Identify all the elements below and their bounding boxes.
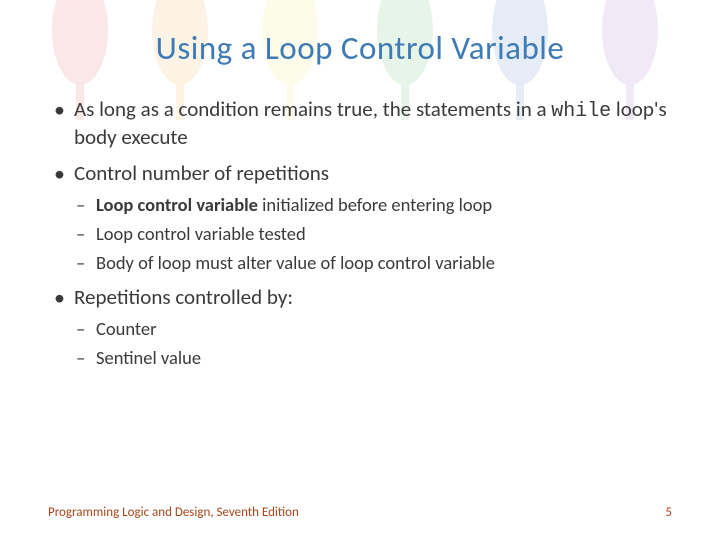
sub-rest: initialized before entering loop [258, 193, 492, 216]
footer-left: Programming Logic and Design, Seventh Ed… [48, 505, 299, 520]
sub-bullet-item: Counter [74, 317, 670, 341]
sub-bullet-item: Loop control variable tested [74, 222, 670, 246]
main-bullet-list: As long as a condition remains true, the… [50, 96, 670, 370]
bullet-text: Control number of repetitions [74, 160, 329, 186]
bullet-code: while [551, 99, 611, 122]
bullet-item: Control number of repetitions Loop contr… [50, 160, 670, 274]
bullet-item: As long as a condition remains true, the… [50, 96, 670, 150]
sub-bullet-item: Sentinel value [74, 346, 670, 370]
sub-bullet-item: Loop control variable initialized before… [74, 193, 670, 217]
sub-bullet-item: Body of loop must alter value of loop co… [74, 251, 670, 275]
bullet-text: Repetitions controlled by: [74, 284, 293, 310]
bullet-item: Repetitions controlled by: Counter Senti… [50, 284, 670, 369]
slide-title: Using a Loop Control Variable [50, 28, 670, 68]
bullet-text-pre: As long as a condition remains true, the… [74, 96, 551, 122]
sub-bold: Loop control variable [96, 193, 258, 216]
footer-page-number: 5 [665, 505, 672, 520]
sub-bullet-list: Counter Sentinel value [74, 317, 670, 369]
slide-content: Using a Loop Control Variable As long as… [0, 0, 720, 370]
sub-text: Sentinel value [96, 346, 201, 369]
sub-text: Counter [96, 317, 157, 340]
slide-footer: Programming Logic and Design, Seventh Ed… [0, 505, 720, 520]
sub-text: Body of loop must alter value of loop co… [96, 251, 495, 274]
sub-text: Loop control variable tested [96, 222, 306, 245]
sub-bullet-list: Loop control variable initialized before… [74, 193, 670, 274]
